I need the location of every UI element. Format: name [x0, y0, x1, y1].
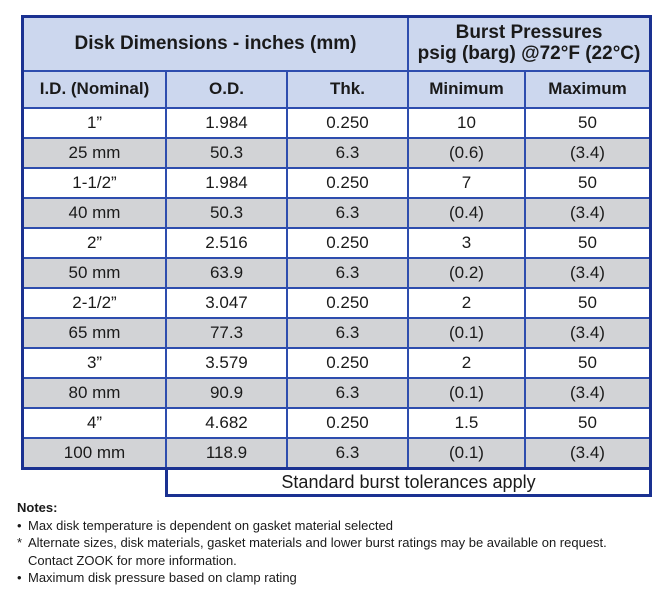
footer-note-label: Standard burst tolerances apply — [281, 471, 536, 492]
table-cell: (0.2) — [409, 259, 524, 287]
table-cell: 50 — [526, 109, 649, 137]
col-header-thk: Thk. — [288, 72, 407, 107]
table-cell: (0.1) — [409, 319, 524, 347]
table-cell: (0.1) — [409, 439, 524, 467]
table-cell: 77.3 — [167, 319, 286, 347]
table-cell: 1.5 — [409, 409, 524, 437]
table-cell: 40 mm — [24, 199, 165, 227]
table-cell: 1.984 — [167, 169, 286, 197]
table-cell: 1-1/2” — [24, 169, 165, 197]
table-cell: 65 mm — [24, 319, 165, 347]
note-text: Max disk temperature is dependent on gas… — [28, 517, 393, 533]
table-cell: 6.3 — [288, 259, 407, 287]
table-cell: 6.3 — [288, 199, 407, 227]
note-bullet: • — [17, 517, 22, 533]
table-cell: 1” — [24, 109, 165, 137]
table-cell: 10 — [409, 109, 524, 137]
table-cell: (0.4) — [409, 199, 524, 227]
table-cell: (3.4) — [526, 379, 649, 407]
table-cell: 0.250 — [288, 349, 407, 377]
table-cell: 0.250 — [288, 229, 407, 257]
table-cell: 80 mm — [24, 379, 165, 407]
table-footer-note: Standard burst tolerances apply — [165, 470, 652, 497]
burst-pressure-table: Disk Dimensions - inches (mm) Burst Pres… — [21, 15, 652, 470]
table-cell: 50 — [526, 409, 649, 437]
table-cell: 6.3 — [288, 439, 407, 467]
burst-pressures-group-header: Burst Pressures psig (barg) @72°F (22°C) — [409, 18, 649, 70]
note-bullet: • — [17, 570, 22, 585]
note-item: * Alternate sizes, disk materials, gaske… — [17, 534, 657, 552]
table-cell: 90.9 — [167, 379, 286, 407]
table-cell: 6.3 — [288, 139, 407, 167]
disk-dimensions-group-header: Disk Dimensions - inches (mm) — [24, 18, 407, 70]
col-header-id: I.D. (Nominal) — [24, 72, 165, 107]
table-cell: (3.4) — [526, 319, 649, 347]
table-cell: 63.9 — [167, 259, 286, 287]
table-cell: 0.250 — [288, 169, 407, 197]
table-cell: 2-1/2” — [24, 289, 165, 317]
table-cell: (0.1) — [409, 379, 524, 407]
col-header-maximum: Maximum — [526, 72, 649, 107]
note-item: • Maximum disk pressure based on clamp r… — [17, 569, 657, 587]
table-cell: 3 — [409, 229, 524, 257]
table-cell: 50.3 — [167, 139, 286, 167]
table-cell: 4” — [24, 409, 165, 437]
note-text-continuation: Contact ZOOK for more information. — [28, 552, 237, 568]
table-cell: 3.579 — [167, 349, 286, 377]
table-cell: 2.516 — [167, 229, 286, 257]
burst-pressures-label-line2: psig (barg) @72°F (22°C) — [417, 43, 641, 64]
table-cell: 2” — [24, 229, 165, 257]
table-cell: (3.4) — [526, 439, 649, 467]
table-cell: 4.682 — [167, 409, 286, 437]
notes-heading: Notes: — [17, 500, 58, 515]
table-cell: (3.4) — [526, 139, 649, 167]
table-cell: (3.4) — [526, 199, 649, 227]
table-cell: 6.3 — [288, 379, 407, 407]
disk-dimensions-label: Disk Dimensions - inches (mm) — [74, 32, 357, 54]
col-header-minimum: Minimum — [409, 72, 524, 107]
table-cell: (3.4) — [526, 259, 649, 287]
table-cell: 50 — [526, 349, 649, 377]
table-cell: 50 — [526, 289, 649, 317]
table-cell: 50 — [526, 169, 649, 197]
notes-section: Notes: • Max disk temperature is depende… — [17, 499, 657, 587]
table-cell: 0.250 — [288, 109, 407, 137]
table-cell: 0.250 — [288, 289, 407, 317]
table-cell: 7 — [409, 169, 524, 197]
table-cell: 1.984 — [167, 109, 286, 137]
table-cell: 0.250 — [288, 409, 407, 437]
note-text: Alternate sizes, disk materials, gasket … — [28, 535, 607, 550]
table-cell: 6.3 — [288, 319, 407, 347]
table-cell: 2 — [409, 349, 524, 377]
table-cell: (0.6) — [409, 139, 524, 167]
table-cell: 50.3 — [167, 199, 286, 227]
burst-pressures-label-line1: Burst Pressures — [455, 22, 603, 44]
table-cell: 100 mm — [24, 439, 165, 467]
col-header-od: O.D. — [167, 72, 286, 107]
table-cell: 3” — [24, 349, 165, 377]
note-asterisk: * — [17, 535, 23, 550]
table-cell: 25 mm — [24, 139, 165, 167]
table-cell: 2 — [409, 289, 524, 317]
table-cell: 50 — [526, 229, 649, 257]
table-cell: 50 mm — [24, 259, 165, 287]
table-cell: 3.047 — [167, 289, 286, 317]
note-item: • Max disk temperature is dependent on g… — [17, 517, 657, 535]
note-text: Maximum disk pressure based on clamp rat… — [28, 570, 297, 585]
table-cell: 118.9 — [167, 439, 286, 467]
